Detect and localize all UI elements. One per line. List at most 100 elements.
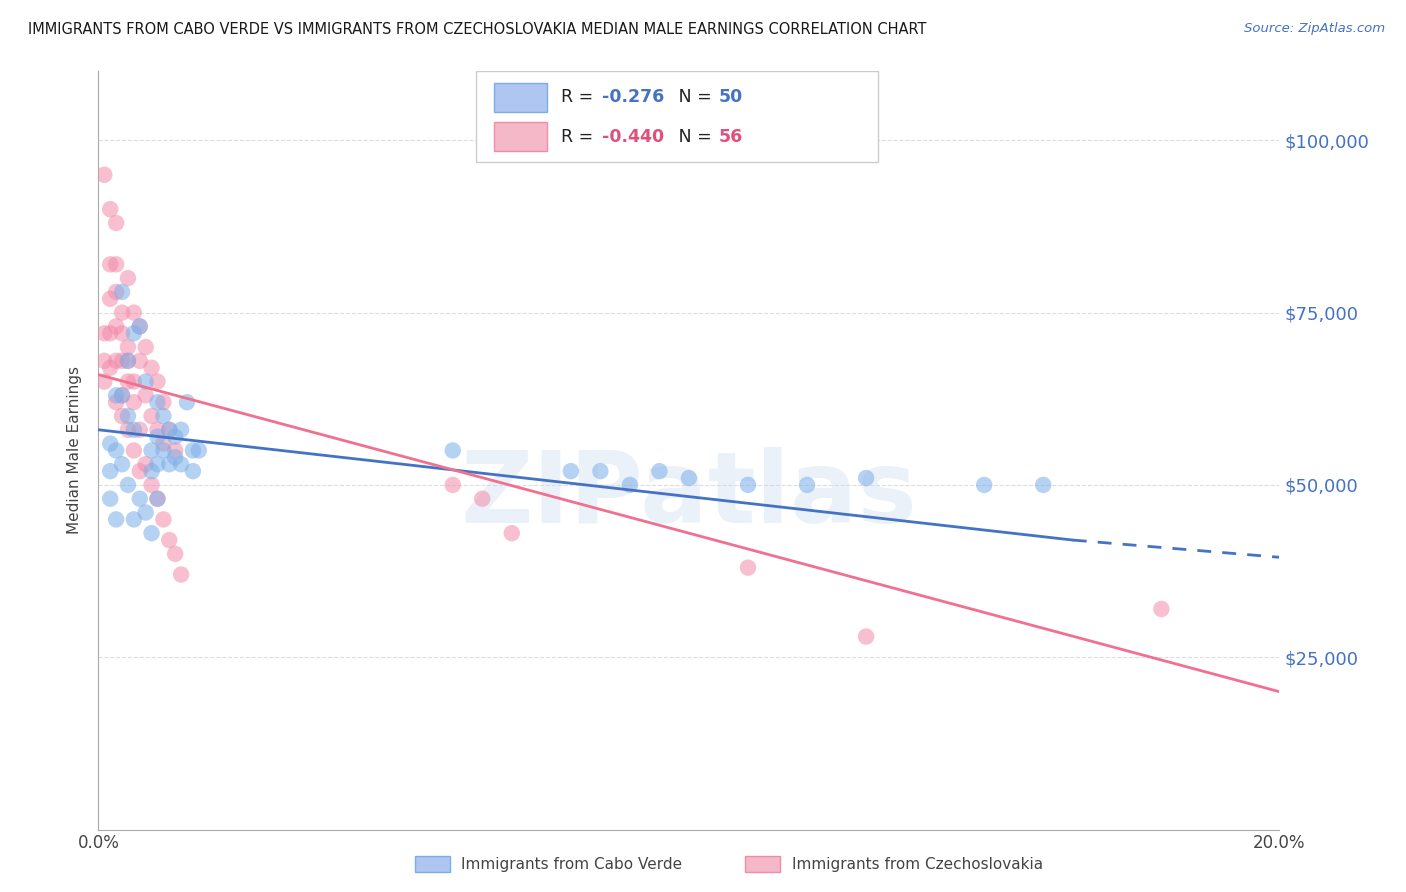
Point	[973, 478, 995, 492]
Point	[98, 464, 121, 478]
Point	[152, 443, 174, 458]
Point	[157, 423, 180, 437]
Point	[141, 360, 163, 375]
Point	[117, 478, 139, 492]
Point	[441, 478, 464, 492]
Point	[560, 464, 582, 478]
Point	[135, 375, 157, 389]
Point	[98, 326, 121, 341]
Point	[501, 526, 523, 541]
Point	[105, 354, 128, 368]
Text: N =: N =	[662, 88, 717, 106]
Point	[157, 423, 180, 437]
Point	[855, 471, 877, 485]
Point	[146, 375, 169, 389]
Point	[105, 216, 128, 230]
Text: -0.440: -0.440	[602, 128, 664, 145]
Point	[1150, 602, 1173, 616]
Point	[122, 326, 145, 341]
Point	[141, 478, 163, 492]
Point	[122, 512, 145, 526]
Point	[157, 457, 180, 471]
Text: 50: 50	[718, 88, 742, 106]
Text: -0.276: -0.276	[602, 88, 664, 106]
Text: R =: R =	[561, 88, 599, 106]
Point	[176, 395, 198, 409]
Point	[152, 512, 174, 526]
Text: Source: ZipAtlas.com: Source: ZipAtlas.com	[1244, 22, 1385, 36]
Point	[128, 491, 150, 506]
Point	[141, 526, 163, 541]
Point	[117, 354, 139, 368]
Point	[111, 457, 134, 471]
Point	[146, 491, 169, 506]
Point	[122, 375, 145, 389]
Text: ZIPatlas: ZIPatlas	[461, 448, 917, 544]
Point	[441, 443, 464, 458]
Point	[105, 512, 128, 526]
Point	[117, 423, 139, 437]
FancyBboxPatch shape	[477, 71, 877, 162]
Point	[98, 292, 121, 306]
Point	[170, 567, 193, 582]
Point	[111, 388, 134, 402]
Point	[146, 457, 169, 471]
Point	[117, 375, 139, 389]
Point	[128, 319, 150, 334]
Point	[678, 471, 700, 485]
Point	[111, 388, 134, 402]
Text: IMMIGRANTS FROM CABO VERDE VS IMMIGRANTS FROM CZECHOSLOVAKIA MEDIAN MALE EARNING: IMMIGRANTS FROM CABO VERDE VS IMMIGRANTS…	[28, 22, 927, 37]
Point	[141, 409, 163, 423]
Point	[93, 168, 115, 182]
Point	[117, 409, 139, 423]
Point	[619, 478, 641, 492]
Point	[128, 423, 150, 437]
Point	[111, 305, 134, 319]
Point	[122, 395, 145, 409]
Point	[117, 354, 139, 368]
Y-axis label: Median Male Earnings: Median Male Earnings	[67, 367, 83, 534]
Point	[146, 395, 169, 409]
Point	[128, 464, 150, 478]
Point	[589, 464, 612, 478]
Point	[165, 450, 187, 465]
Point	[128, 319, 150, 334]
Point	[135, 506, 157, 520]
Point	[98, 436, 121, 450]
Point	[135, 457, 157, 471]
Point	[117, 340, 139, 354]
Point	[135, 388, 157, 402]
Point	[187, 443, 209, 458]
Point	[122, 443, 145, 458]
Point	[648, 464, 671, 478]
Point	[111, 354, 134, 368]
Point	[146, 430, 169, 444]
Point	[128, 354, 150, 368]
Point	[141, 443, 163, 458]
Point	[181, 443, 204, 458]
Point	[105, 257, 128, 271]
Text: Immigrants from Czechoslovakia: Immigrants from Czechoslovakia	[792, 857, 1043, 871]
Point	[165, 430, 187, 444]
FancyBboxPatch shape	[494, 122, 547, 151]
Point	[98, 257, 121, 271]
Point	[146, 491, 169, 506]
Point	[105, 443, 128, 458]
Point	[117, 271, 139, 285]
Point	[152, 436, 174, 450]
Point	[737, 478, 759, 492]
Point	[93, 354, 115, 368]
Point	[135, 340, 157, 354]
Point	[105, 285, 128, 299]
Text: N =: N =	[662, 128, 717, 145]
Point	[141, 464, 163, 478]
Point	[146, 423, 169, 437]
Point	[165, 443, 187, 458]
Point	[170, 423, 193, 437]
Point	[1032, 478, 1054, 492]
Text: R =: R =	[561, 128, 599, 145]
Point	[98, 491, 121, 506]
Point	[471, 491, 494, 506]
Text: Immigrants from Cabo Verde: Immigrants from Cabo Verde	[461, 857, 682, 871]
Point	[181, 464, 204, 478]
